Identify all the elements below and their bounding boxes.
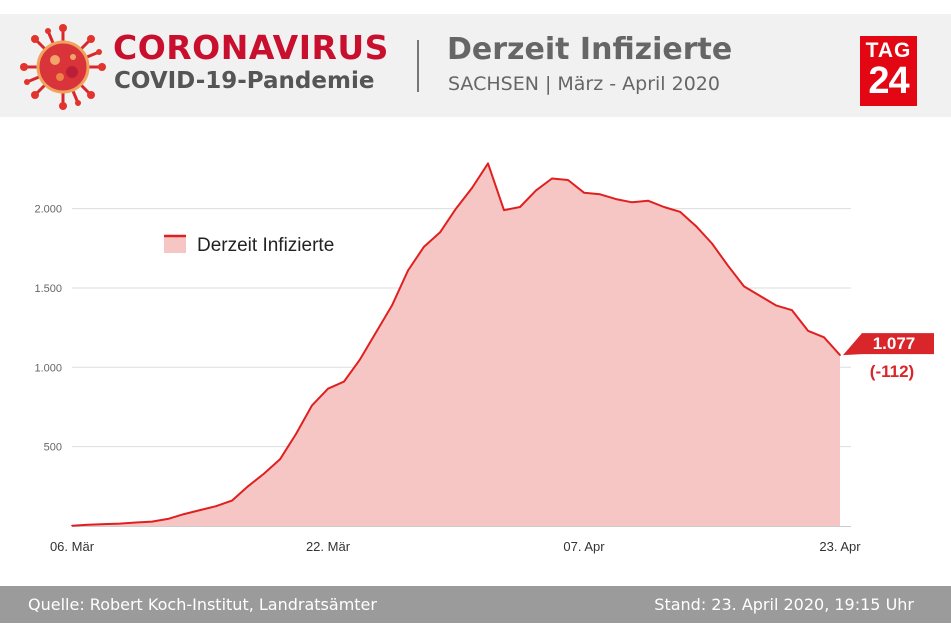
callout-change: (-112) bbox=[870, 362, 914, 381]
data-point bbox=[135, 521, 137, 524]
tag24-logo[interactable]: TAG 24 bbox=[860, 36, 917, 106]
data-point bbox=[647, 199, 649, 202]
data-point bbox=[103, 523, 105, 525]
data-point bbox=[727, 264, 729, 267]
data-point bbox=[807, 330, 809, 332]
series-area bbox=[72, 163, 840, 526]
y-tick-label: 1.500 bbox=[34, 283, 62, 295]
x-tick-label: 22. Mär bbox=[306, 539, 351, 554]
data-point bbox=[615, 198, 617, 200]
x-tick-label: 06. Mär bbox=[50, 539, 95, 554]
data-point bbox=[343, 380, 345, 383]
data-point bbox=[199, 509, 201, 511]
data-point bbox=[679, 210, 681, 213]
callout-badge bbox=[843, 333, 934, 356]
data-point bbox=[583, 191, 585, 194]
data-point bbox=[279, 458, 281, 461]
data-point bbox=[311, 404, 313, 407]
data-point bbox=[407, 269, 409, 272]
header-banner: CORONAVIRUS COVID-19-Pandemie Derzeit In… bbox=[0, 14, 951, 117]
data-point bbox=[231, 499, 233, 502]
x-tick-label: 23. Apr bbox=[819, 539, 861, 554]
coronavirus-icon bbox=[20, 24, 106, 110]
legend-label: Derzeit Infizierte bbox=[197, 235, 334, 256]
source-text: Quelle: Robert Koch-Institut, Landratsäm… bbox=[28, 595, 377, 614]
legend-swatch bbox=[164, 236, 186, 253]
data-point bbox=[743, 285, 745, 288]
timestamp-text: Stand: 23. April 2020, 19:15 Uhr bbox=[654, 595, 914, 614]
y-tick-label: 500 bbox=[44, 442, 62, 454]
data-point bbox=[263, 472, 265, 475]
data-point bbox=[215, 505, 217, 507]
data-point bbox=[455, 207, 457, 210]
logo-text-top: TAG bbox=[865, 39, 912, 62]
data-point bbox=[839, 354, 841, 356]
header-divider bbox=[417, 40, 419, 92]
data-point bbox=[567, 179, 569, 181]
data-point bbox=[295, 433, 297, 435]
data-point bbox=[471, 187, 473, 189]
data-point bbox=[439, 231, 441, 234]
data-point bbox=[487, 162, 489, 165]
data-point bbox=[823, 336, 825, 339]
brand-subtitle: COVID-19-Pandemie bbox=[114, 68, 375, 94]
chart-legend: Derzeit Infizierte bbox=[164, 234, 334, 256]
callout-value: 1.077 bbox=[873, 334, 916, 353]
data-point bbox=[695, 225, 697, 227]
data-point bbox=[791, 309, 793, 311]
chart-title: Derzeit Infizierte bbox=[447, 32, 733, 67]
y-tick-label: 2.000 bbox=[34, 204, 62, 216]
data-point bbox=[535, 189, 537, 192]
data-point bbox=[599, 193, 601, 196]
data-point bbox=[327, 387, 329, 390]
area-chart: 500 1.000 1.500 2.000 06. Mär 22. Mär 07. Apr 2… bbox=[34, 162, 934, 554]
chart-subtitle: SACHSEN | März - April 2020 bbox=[448, 73, 720, 95]
last-value-callout: 1.077 (-112) bbox=[843, 333, 934, 381]
data-point bbox=[71, 524, 73, 527]
data-point bbox=[775, 304, 777, 307]
data-point bbox=[375, 331, 377, 334]
data-point bbox=[247, 485, 249, 488]
data-point bbox=[711, 242, 713, 245]
data-point bbox=[87, 523, 89, 526]
data-point bbox=[423, 245, 425, 248]
data-point bbox=[631, 201, 633, 204]
data-point bbox=[119, 522, 121, 525]
data-point bbox=[551, 177, 553, 180]
data-point bbox=[359, 358, 361, 361]
data-point bbox=[183, 513, 185, 515]
data-point bbox=[391, 304, 393, 307]
data-point bbox=[519, 206, 521, 208]
data-point bbox=[151, 520, 153, 523]
data-point bbox=[759, 295, 761, 297]
brand-title: CORONAVIRUS bbox=[113, 28, 389, 67]
x-tick-label: 07. Apr bbox=[563, 539, 605, 554]
data-point bbox=[663, 206, 665, 208]
y-tick-label: 1.000 bbox=[34, 362, 62, 374]
data-point bbox=[167, 518, 169, 520]
logo-text-number: 24 bbox=[868, 60, 909, 102]
data-point bbox=[503, 209, 505, 211]
footer-bar: Quelle: Robert Koch-Institut, Landratsäm… bbox=[0, 586, 951, 623]
